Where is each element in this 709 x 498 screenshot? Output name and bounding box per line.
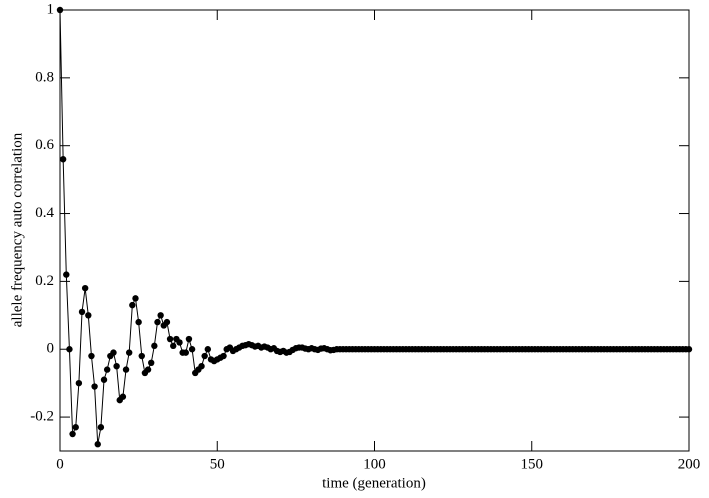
- data-point: [94, 441, 101, 448]
- data-point: [220, 352, 227, 360]
- x-tick-label: 50: [210, 456, 225, 472]
- data-point: [198, 362, 205, 370]
- data-point: [163, 318, 171, 326]
- data-point: [201, 352, 208, 360]
- x-tick-label: 200: [678, 456, 701, 472]
- data-point: [88, 352, 95, 360]
- plot-frame: [59, 9, 690, 452]
- y-tick-label: 1: [47, 1, 55, 17]
- x-axis-label: time (generation): [322, 475, 426, 491]
- data-point: [75, 379, 83, 387]
- data-point: [72, 424, 79, 431]
- data-point: [132, 295, 139, 302]
- data-point: [110, 349, 117, 356]
- y-axis-label: allele frequency auto correlation: [9, 132, 25, 327]
- data-point: [157, 312, 164, 319]
- x-tick-label: 100: [363, 456, 386, 472]
- data-point: [66, 346, 73, 353]
- y-tick-label: 0.6: [35, 137, 54, 153]
- data-point: [166, 335, 174, 343]
- data-line: [59, 9, 689, 445]
- data-point: [81, 284, 89, 292]
- data-point: [685, 346, 693, 353]
- data-point: [91, 383, 98, 390]
- data-point: [103, 366, 111, 373]
- data-point: [176, 339, 183, 346]
- data-point: [185, 335, 193, 343]
- data-point: [113, 362, 120, 370]
- data-point: [144, 366, 152, 373]
- data-point: [56, 6, 64, 14]
- y-tick-label: 0.4: [35, 205, 54, 221]
- data-point: [125, 349, 133, 356]
- data-point: [97, 424, 105, 431]
- data-point: [170, 342, 177, 350]
- x-tick-label: 150: [521, 456, 544, 472]
- data-point: [188, 346, 196, 353]
- data-point: [119, 393, 127, 400]
- y-tick-label: -0.2: [30, 409, 54, 425]
- data-point: [100, 376, 108, 383]
- y-tick-label: 0.8: [35, 69, 54, 85]
- data-point: [59, 156, 67, 163]
- data-point: [69, 430, 76, 438]
- data-point: [204, 346, 212, 353]
- x-tick-label: 0: [56, 456, 64, 472]
- y-tick-label: 0: [47, 341, 55, 357]
- data-point: [138, 352, 145, 360]
- data-point: [151, 342, 158, 350]
- data-point: [182, 349, 189, 356]
- data-point: [154, 318, 161, 326]
- y-tick-label: 0.2: [35, 273, 54, 289]
- data-point: [148, 359, 155, 366]
- data-point: [135, 318, 142, 326]
- data-point: [78, 308, 86, 316]
- data-point: [129, 301, 136, 309]
- data-point: [85, 312, 92, 319]
- data-point: [122, 366, 130, 373]
- data-point: [63, 271, 70, 278]
